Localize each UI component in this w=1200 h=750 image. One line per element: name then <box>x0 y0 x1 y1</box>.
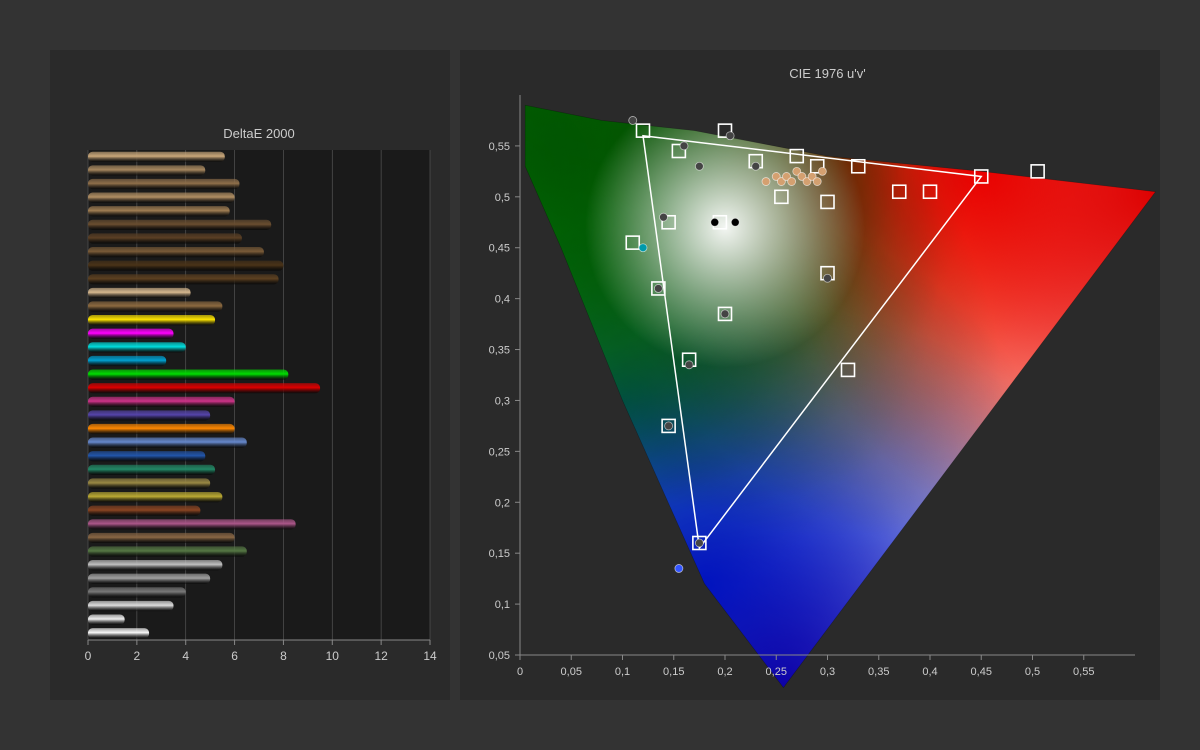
svg-text:0,2: 0,2 <box>717 666 732 678</box>
svg-text:0,1: 0,1 <box>615 666 630 678</box>
cie-chart: CIE 1976 u'v' 0 0,05 0,1 0,15 0,2 0,25 0,3 0,35 0… <box>460 50 1160 700</box>
svg-text:0,3: 0,3 <box>495 395 510 407</box>
svg-text:0,25: 0,25 <box>766 666 787 678</box>
svg-text:2: 2 <box>134 649 141 663</box>
svg-text:0,15: 0,15 <box>489 548 510 560</box>
svg-text:DeltaE 2000: DeltaE 2000 <box>223 126 295 141</box>
svg-text:0,05: 0,05 <box>489 650 510 662</box>
svg-text:0,1: 0,1 <box>495 599 510 611</box>
svg-text:CIE 1976 u'v': CIE 1976 u'v' <box>789 66 866 81</box>
svg-text:8: 8 <box>280 649 287 663</box>
svg-text:12: 12 <box>374 649 388 663</box>
svg-text:0,55: 0,55 <box>1073 666 1094 678</box>
svg-text:0,3: 0,3 <box>820 666 835 678</box>
svg-text:0,35: 0,35 <box>868 666 889 678</box>
deltae-chart: DeltaE 2000 0 2 4 6 8 10 12 14 <box>50 50 450 700</box>
cie-panel: CIE 1976 u'v' 0 0,05 0,1 0,15 0,2 0,25 0,3 0,35 0… <box>460 50 1160 700</box>
root: DeltaE 2000 0 2 4 6 8 10 12 14 CIE 1976 u'v' 0 0,0… <box>0 0 1200 750</box>
svg-text:0,5: 0,5 <box>495 192 510 204</box>
svg-text:0,45: 0,45 <box>971 666 992 678</box>
svg-text:6: 6 <box>231 649 238 663</box>
svg-text:0,25: 0,25 <box>489 446 510 458</box>
svg-text:10: 10 <box>326 649 340 663</box>
svg-text:0,35: 0,35 <box>489 345 510 357</box>
svg-text:0,2: 0,2 <box>495 497 510 509</box>
svg-text:4: 4 <box>182 649 189 663</box>
deltae-panel: DeltaE 2000 0 2 4 6 8 10 12 14 <box>50 50 450 700</box>
svg-text:0,4: 0,4 <box>495 294 510 306</box>
svg-text:0,4: 0,4 <box>922 666 937 678</box>
svg-text:0,15: 0,15 <box>663 666 684 678</box>
svg-text:0,05: 0,05 <box>561 666 582 678</box>
svg-text:0: 0 <box>517 666 523 678</box>
svg-text:0,55: 0,55 <box>489 141 510 153</box>
svg-text:0,5: 0,5 <box>1025 666 1040 678</box>
svg-text:0,45: 0,45 <box>489 243 510 255</box>
svg-text:0: 0 <box>85 649 92 663</box>
svg-text:14: 14 <box>423 649 437 663</box>
